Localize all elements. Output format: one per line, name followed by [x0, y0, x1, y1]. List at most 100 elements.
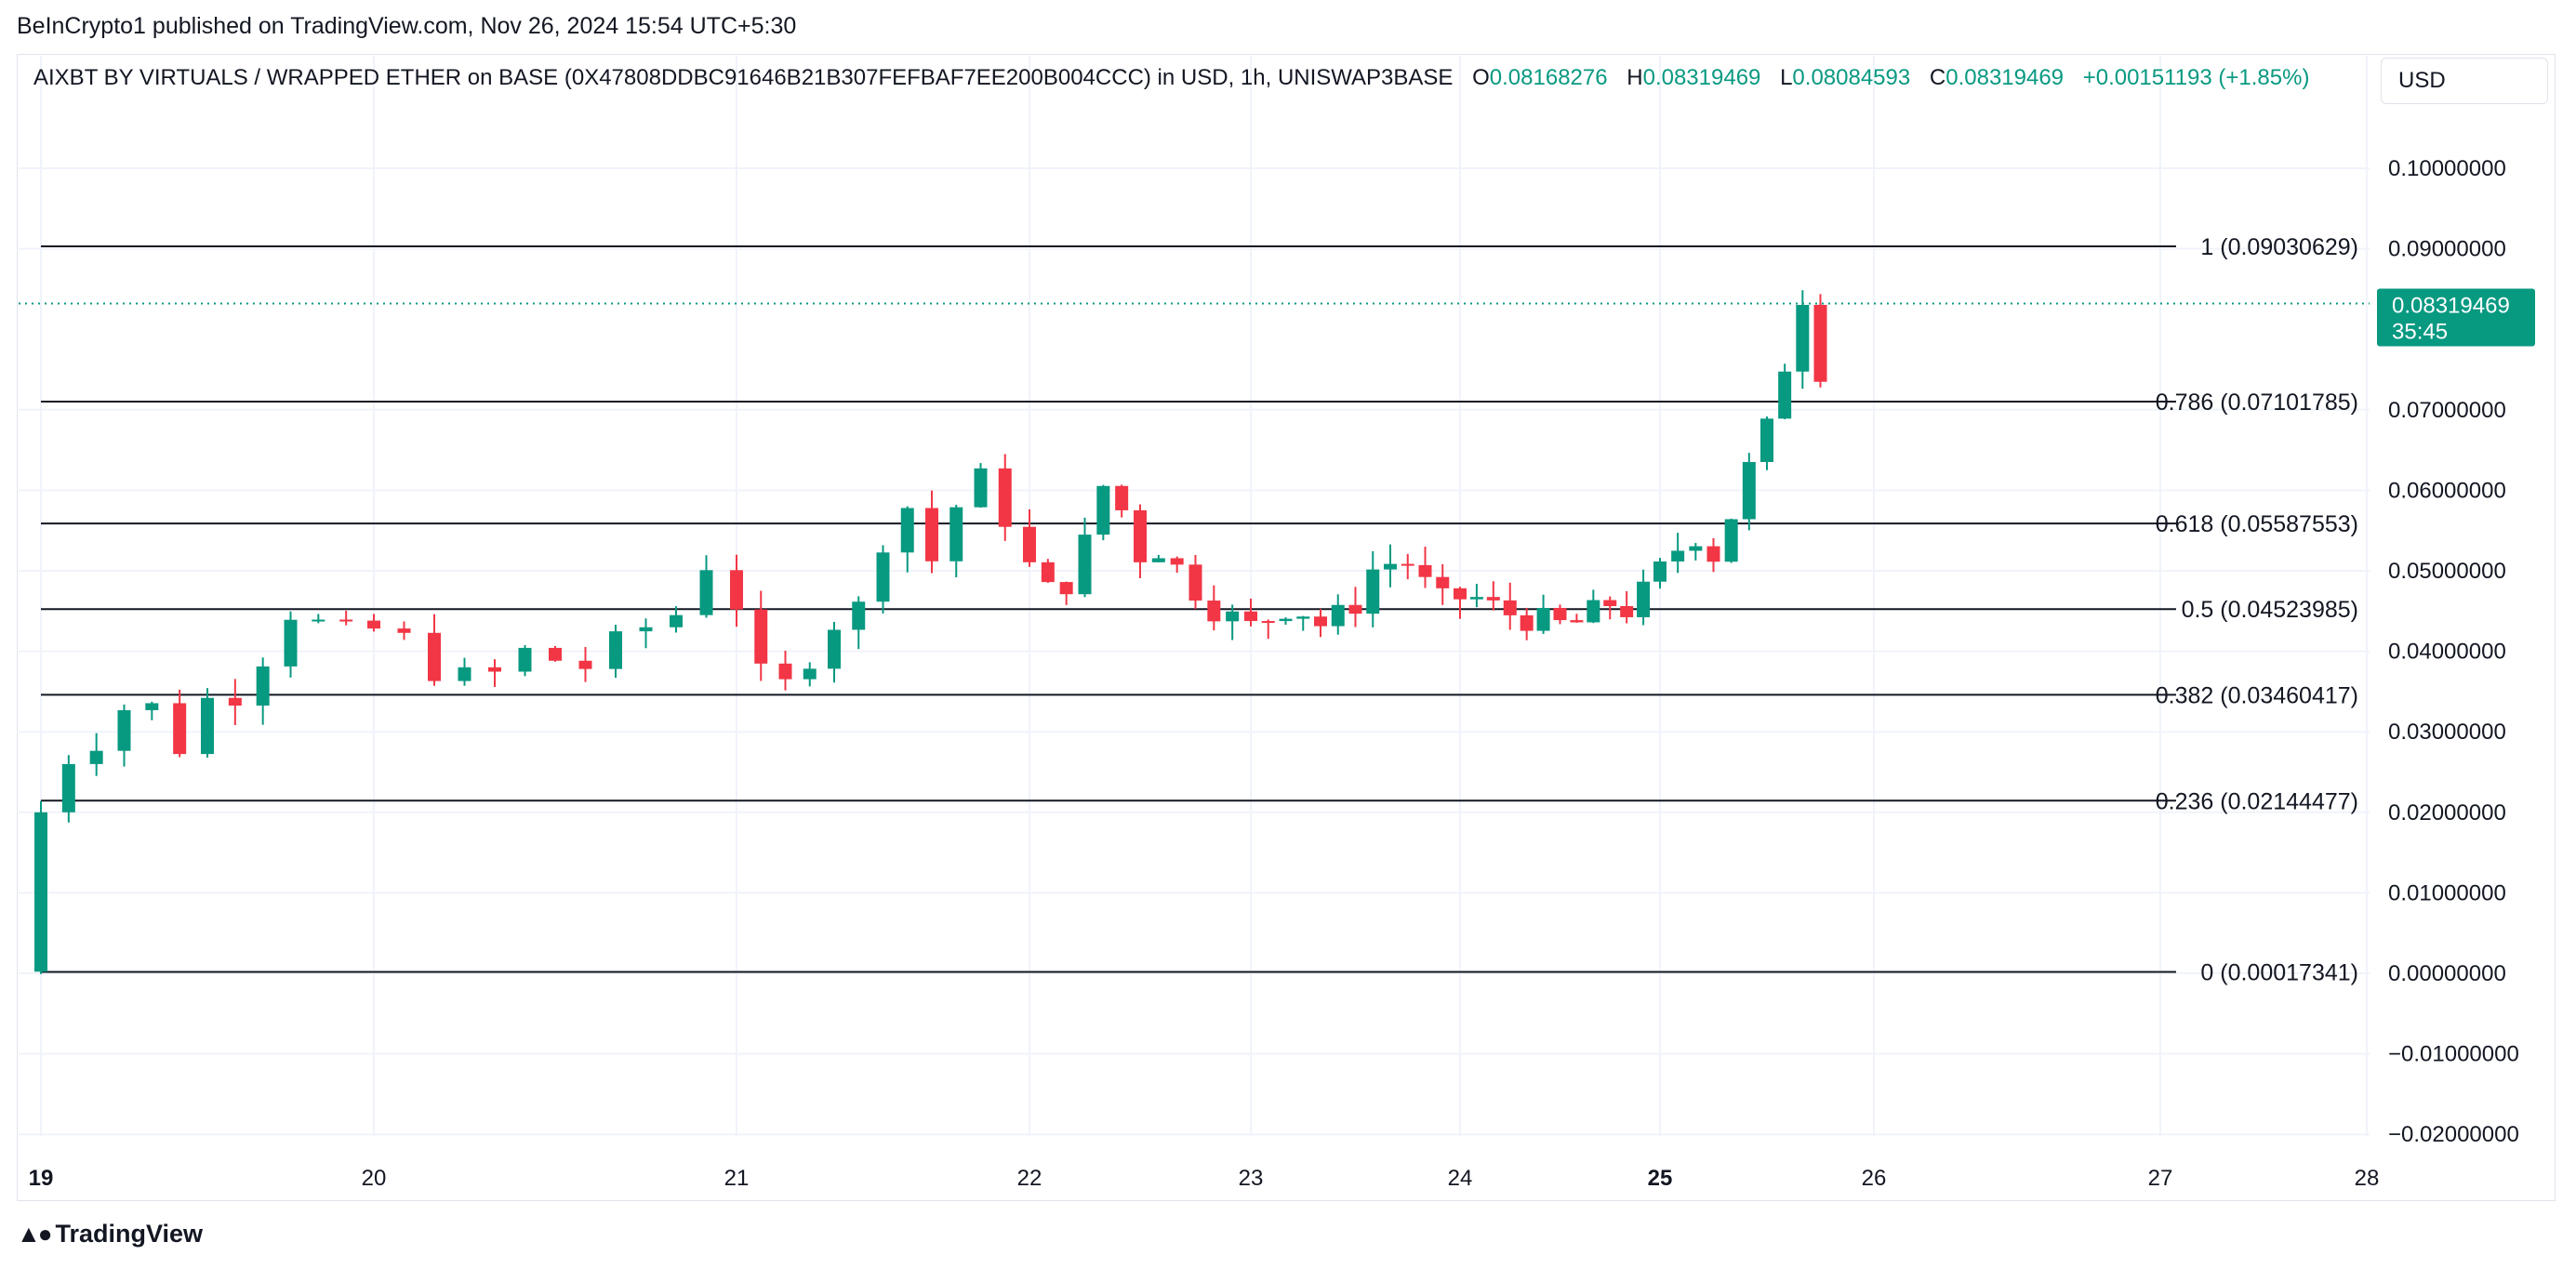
time-tick-label: 25	[1648, 1166, 1673, 1191]
candle-down	[1188, 555, 1202, 610]
candle-body	[1503, 600, 1517, 615]
candle-up	[852, 596, 866, 650]
candle-body	[609, 631, 622, 669]
candle-body	[458, 667, 471, 681]
candle-body	[1279, 618, 1293, 622]
candle-down	[488, 659, 501, 687]
tradingview-logo[interactable]: ▲● TradingView	[17, 1220, 203, 1248]
price-tick-label: 0.02000000	[2388, 800, 2506, 826]
candle-body	[1384, 563, 1397, 570]
candle-body	[1603, 600, 1617, 607]
candle-down	[1570, 614, 1584, 623]
time-tick-label: 27	[2148, 1166, 2173, 1191]
candle-body	[201, 697, 214, 755]
candle-body	[1314, 616, 1327, 627]
candle-body	[1570, 620, 1584, 623]
candle-body	[1760, 418, 1773, 462]
axes: 0.10000000 0.09000000 0.07000000 0.06000000…	[29, 156, 2535, 1191]
candle-up	[34, 800, 47, 974]
candle-up	[145, 701, 159, 720]
chart-frame	[17, 54, 2556, 1201]
fib-level-label: 0 (0.00017341)	[2200, 959, 2358, 985]
candle-body	[974, 468, 988, 508]
candle-body	[397, 628, 411, 633]
candle-body	[428, 632, 441, 681]
price-tick-label: 0.07000000	[2388, 398, 2506, 423]
price-tick-label: 0.10000000	[2388, 156, 2506, 181]
candle-body	[117, 709, 131, 751]
candle-up	[1078, 517, 1092, 598]
candle-up	[1724, 518, 1738, 563]
candle-up	[1778, 363, 1792, 420]
candle-body	[578, 660, 592, 669]
candle-up	[974, 463, 988, 509]
candle-body	[1706, 546, 1720, 562]
candle-body	[1348, 604, 1362, 614]
candle-up	[1742, 453, 1756, 531]
candle-down	[173, 689, 187, 758]
candle-up	[1331, 594, 1345, 635]
candle-down	[754, 590, 768, 681]
candle-body	[778, 663, 792, 680]
candle-up	[458, 657, 471, 686]
close-label: C	[1929, 65, 1946, 90]
candle-body	[228, 697, 242, 706]
candle-body	[1587, 600, 1600, 623]
price-tick-label: −0.02000000	[2388, 1122, 2519, 1147]
candle-down	[1620, 590, 1634, 624]
candle-body	[1486, 597, 1500, 601]
candle-down	[1314, 609, 1327, 638]
candle-up	[828, 621, 841, 683]
candle-up	[949, 504, 963, 577]
candle-up	[1689, 543, 1703, 561]
candle-body	[1059, 582, 1073, 595]
candles	[19, 290, 2370, 974]
candle-body	[1520, 614, 1534, 631]
fib-level-label: 0.618 (0.05587553)	[2156, 511, 2358, 537]
candle-up	[89, 733, 103, 776]
candle-down	[367, 614, 380, 632]
candle-down	[730, 554, 743, 627]
published-caption: BeInCrypto1 published on TradingView.com…	[17, 13, 797, 39]
candle-body	[803, 668, 817, 680]
candle-body	[145, 703, 159, 710]
symbol-name[interactable]: AIXBT BY VIRTUALS / WRAPPED ETHER on BAS…	[33, 65, 1454, 90]
fib-level-label: 0.5 (0.04523985)	[2182, 597, 2358, 623]
candle-up	[1671, 533, 1685, 574]
candle-body	[173, 703, 187, 755]
current-price-tag	[2377, 288, 2535, 347]
time-tick-label: 19	[29, 1166, 54, 1191]
candle-body	[312, 619, 325, 622]
candle-up	[699, 555, 713, 618]
candle-up	[284, 611, 298, 678]
candle-body	[1796, 304, 1810, 372]
candle-body	[1096, 485, 1110, 535]
candle-body	[876, 552, 890, 602]
candle-body	[949, 507, 963, 561]
candle-body	[1742, 461, 1756, 520]
candle-body	[34, 812, 47, 972]
candle-up	[312, 614, 325, 624]
candle-up	[117, 704, 131, 767]
currency-button[interactable]: USD	[2381, 58, 2548, 104]
candle-down	[1059, 581, 1073, 605]
candle-body	[670, 614, 683, 627]
time-tick-label: 23	[1239, 1166, 1264, 1191]
candle-up	[670, 606, 683, 633]
candle-body	[1454, 588, 1467, 600]
candle-body	[1689, 546, 1703, 551]
candle-up	[609, 625, 622, 679]
candle-down	[1348, 587, 1362, 627]
price-tick-label: 0.00000000	[2388, 961, 2506, 986]
candle-body	[699, 570, 713, 615]
candle-down	[1418, 547, 1432, 588]
tradingview-logo-icon: ▲●	[17, 1220, 52, 1248]
candle-up	[1587, 589, 1600, 624]
candle-down	[578, 647, 592, 682]
candle-down	[228, 679, 242, 725]
candle-body	[1331, 604, 1345, 627]
bar-countdown: 35:45	[2392, 320, 2448, 345]
candle-body	[1418, 564, 1432, 577]
candle-body	[488, 667, 501, 672]
